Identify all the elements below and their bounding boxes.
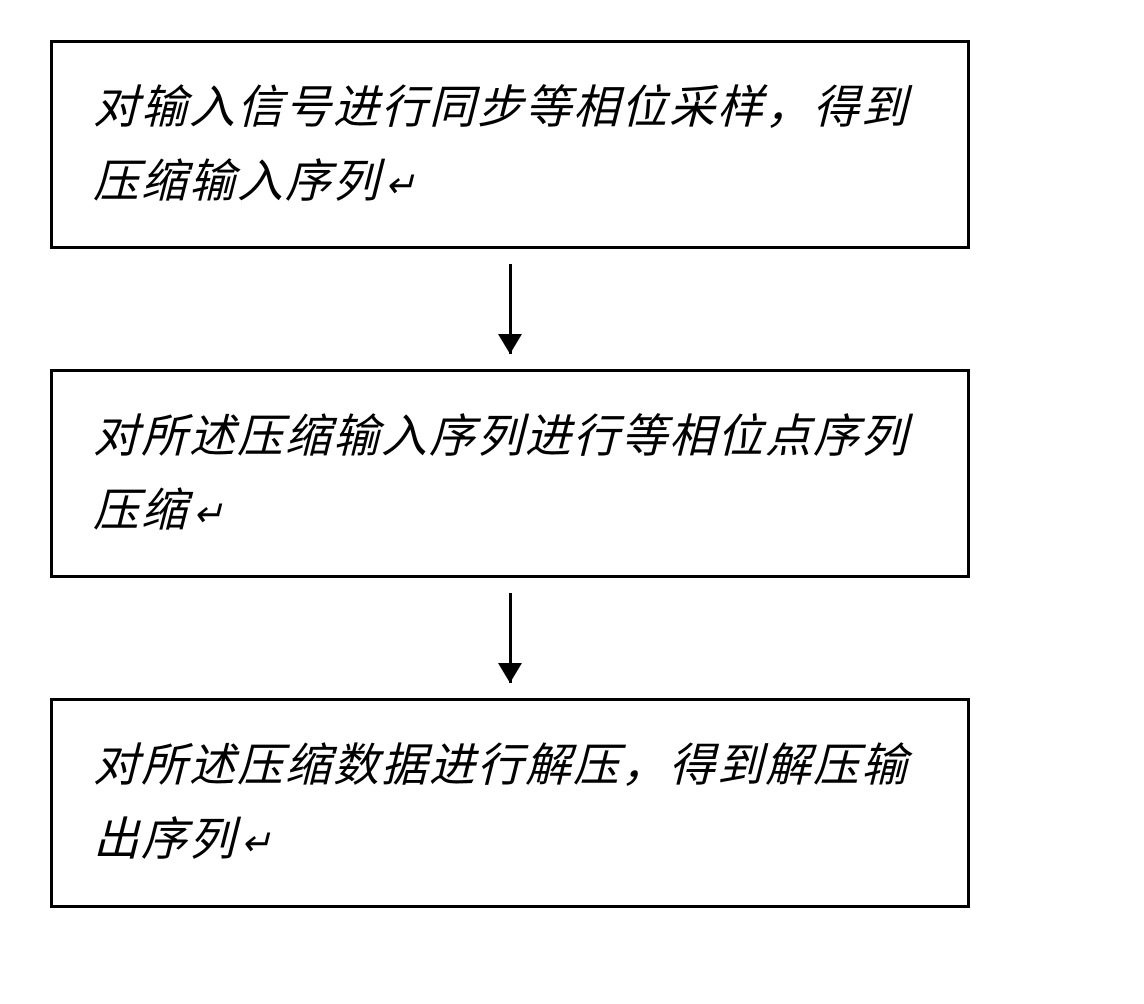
arrow-head-icon: [498, 663, 522, 683]
return-mark-icon: ↵: [193, 494, 225, 534]
step3-text: 对所述压缩数据进行解压，得到解压输出序列: [93, 740, 909, 865]
return-mark-icon: ↵: [241, 823, 273, 863]
arrow-line: [509, 593, 512, 683]
flow-step-2-text: 对所述压缩输入序列进行等相位点序列压缩↵: [93, 400, 927, 547]
flow-arrow-1: [50, 249, 970, 369]
return-mark-icon: ↵: [385, 165, 417, 205]
flow-step-2: 对所述压缩输入序列进行等相位点序列压缩↵: [50, 369, 970, 578]
flow-step-1-text: 对输入信号进行同步等相位采样，得到压缩输入序列↵: [93, 71, 927, 218]
flowchart-container: 对输入信号进行同步等相位采样，得到压缩输入序列↵ 对所述压缩输入序列进行等相位点…: [50, 40, 970, 908]
flow-step-1: 对输入信号进行同步等相位采样，得到压缩输入序列↵: [50, 40, 970, 249]
flow-arrow-2: [50, 578, 970, 698]
flow-step-3: 对所述压缩数据进行解压，得到解压输出序列↵: [50, 698, 970, 907]
flow-step-3-text: 对所述压缩数据进行解压，得到解压输出序列↵: [93, 729, 927, 876]
arrow-line: [509, 264, 512, 354]
step1-text: 对输入信号进行同步等相位采样，得到压缩输入序列: [93, 82, 909, 207]
arrow-head-icon: [498, 334, 522, 354]
